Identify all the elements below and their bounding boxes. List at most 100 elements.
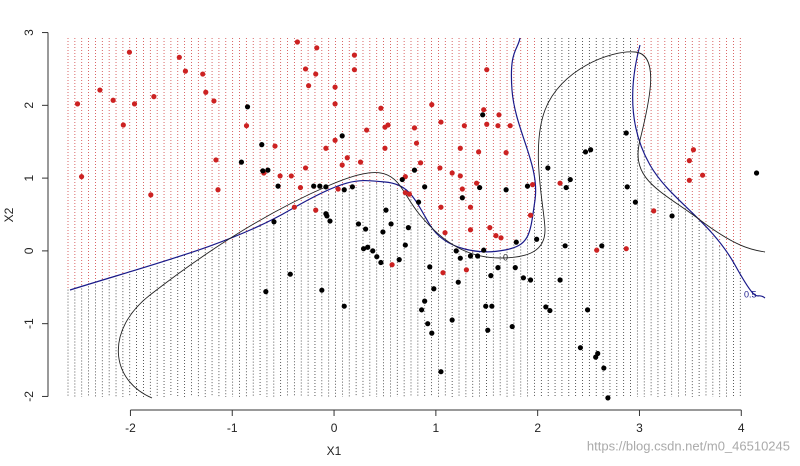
point xyxy=(131,101,138,107)
point xyxy=(632,199,639,205)
point xyxy=(547,307,553,314)
y-tick-label: -1 xyxy=(22,318,36,329)
point xyxy=(467,204,474,210)
point xyxy=(520,275,527,281)
point xyxy=(485,327,491,333)
point xyxy=(669,213,675,219)
point xyxy=(355,221,362,227)
point xyxy=(349,184,355,190)
point xyxy=(577,345,584,351)
point xyxy=(529,182,536,188)
point xyxy=(449,317,455,323)
point xyxy=(524,183,531,189)
point xyxy=(74,101,81,107)
point xyxy=(265,167,271,173)
y-tick-label: 2 xyxy=(22,102,36,109)
point xyxy=(507,123,513,129)
point xyxy=(467,227,474,233)
point xyxy=(332,84,338,90)
point xyxy=(417,160,424,166)
point xyxy=(365,244,371,250)
point xyxy=(323,145,329,151)
point xyxy=(425,321,431,327)
point xyxy=(364,127,370,133)
point xyxy=(399,176,405,183)
point xyxy=(260,168,266,174)
point xyxy=(332,137,338,143)
point xyxy=(351,67,358,73)
point xyxy=(215,187,221,193)
point xyxy=(495,123,501,129)
point xyxy=(429,102,435,108)
point xyxy=(363,226,369,232)
point xyxy=(148,192,154,198)
point xyxy=(332,101,338,107)
point xyxy=(263,289,269,295)
point xyxy=(360,246,367,252)
point xyxy=(601,365,607,371)
contour-label: 0.5 xyxy=(744,289,757,299)
point xyxy=(481,107,487,113)
x-tick-label: 4 xyxy=(738,421,745,435)
point xyxy=(527,212,534,218)
point xyxy=(477,184,483,191)
point xyxy=(534,236,540,242)
point xyxy=(259,142,265,148)
point xyxy=(370,248,376,254)
point xyxy=(457,255,463,261)
point xyxy=(341,303,347,309)
point xyxy=(605,395,611,401)
point xyxy=(380,229,386,235)
point xyxy=(563,184,569,191)
contour-blue xyxy=(631,44,766,299)
point xyxy=(489,303,495,309)
point xyxy=(311,183,317,189)
point xyxy=(415,199,422,205)
point xyxy=(753,170,760,176)
decision-grid xyxy=(67,38,741,397)
point xyxy=(306,83,312,89)
point xyxy=(351,52,358,58)
point xyxy=(238,159,245,165)
point xyxy=(383,207,389,213)
point xyxy=(488,273,494,279)
y-axis-label: X2 xyxy=(2,207,16,222)
point xyxy=(151,94,157,100)
y-tick-label: -2 xyxy=(22,391,36,402)
point xyxy=(690,147,697,153)
point xyxy=(503,187,509,193)
point xyxy=(382,145,388,151)
point xyxy=(437,165,443,171)
point xyxy=(567,176,573,183)
point xyxy=(396,257,402,263)
point xyxy=(449,170,455,176)
x-tick-label: 1 xyxy=(433,421,440,435)
point xyxy=(182,68,189,74)
point xyxy=(385,122,391,128)
point xyxy=(402,242,408,248)
point xyxy=(588,147,594,153)
point xyxy=(427,264,433,270)
point xyxy=(324,213,330,219)
point xyxy=(455,279,461,285)
point xyxy=(314,45,320,51)
point xyxy=(211,98,217,104)
point xyxy=(378,105,384,111)
point xyxy=(411,167,418,173)
point xyxy=(484,67,490,73)
point xyxy=(277,173,283,179)
point xyxy=(339,133,345,139)
point xyxy=(543,304,549,310)
point xyxy=(419,307,425,313)
point xyxy=(498,235,504,241)
x-tick-label: 0 xyxy=(331,421,338,435)
point xyxy=(378,259,384,266)
point xyxy=(473,180,480,186)
point xyxy=(243,123,250,129)
point xyxy=(120,122,126,128)
point xyxy=(319,287,325,293)
point xyxy=(699,172,706,178)
x-tick-label: -2 xyxy=(125,421,136,435)
point xyxy=(327,218,333,224)
point xyxy=(651,208,657,214)
